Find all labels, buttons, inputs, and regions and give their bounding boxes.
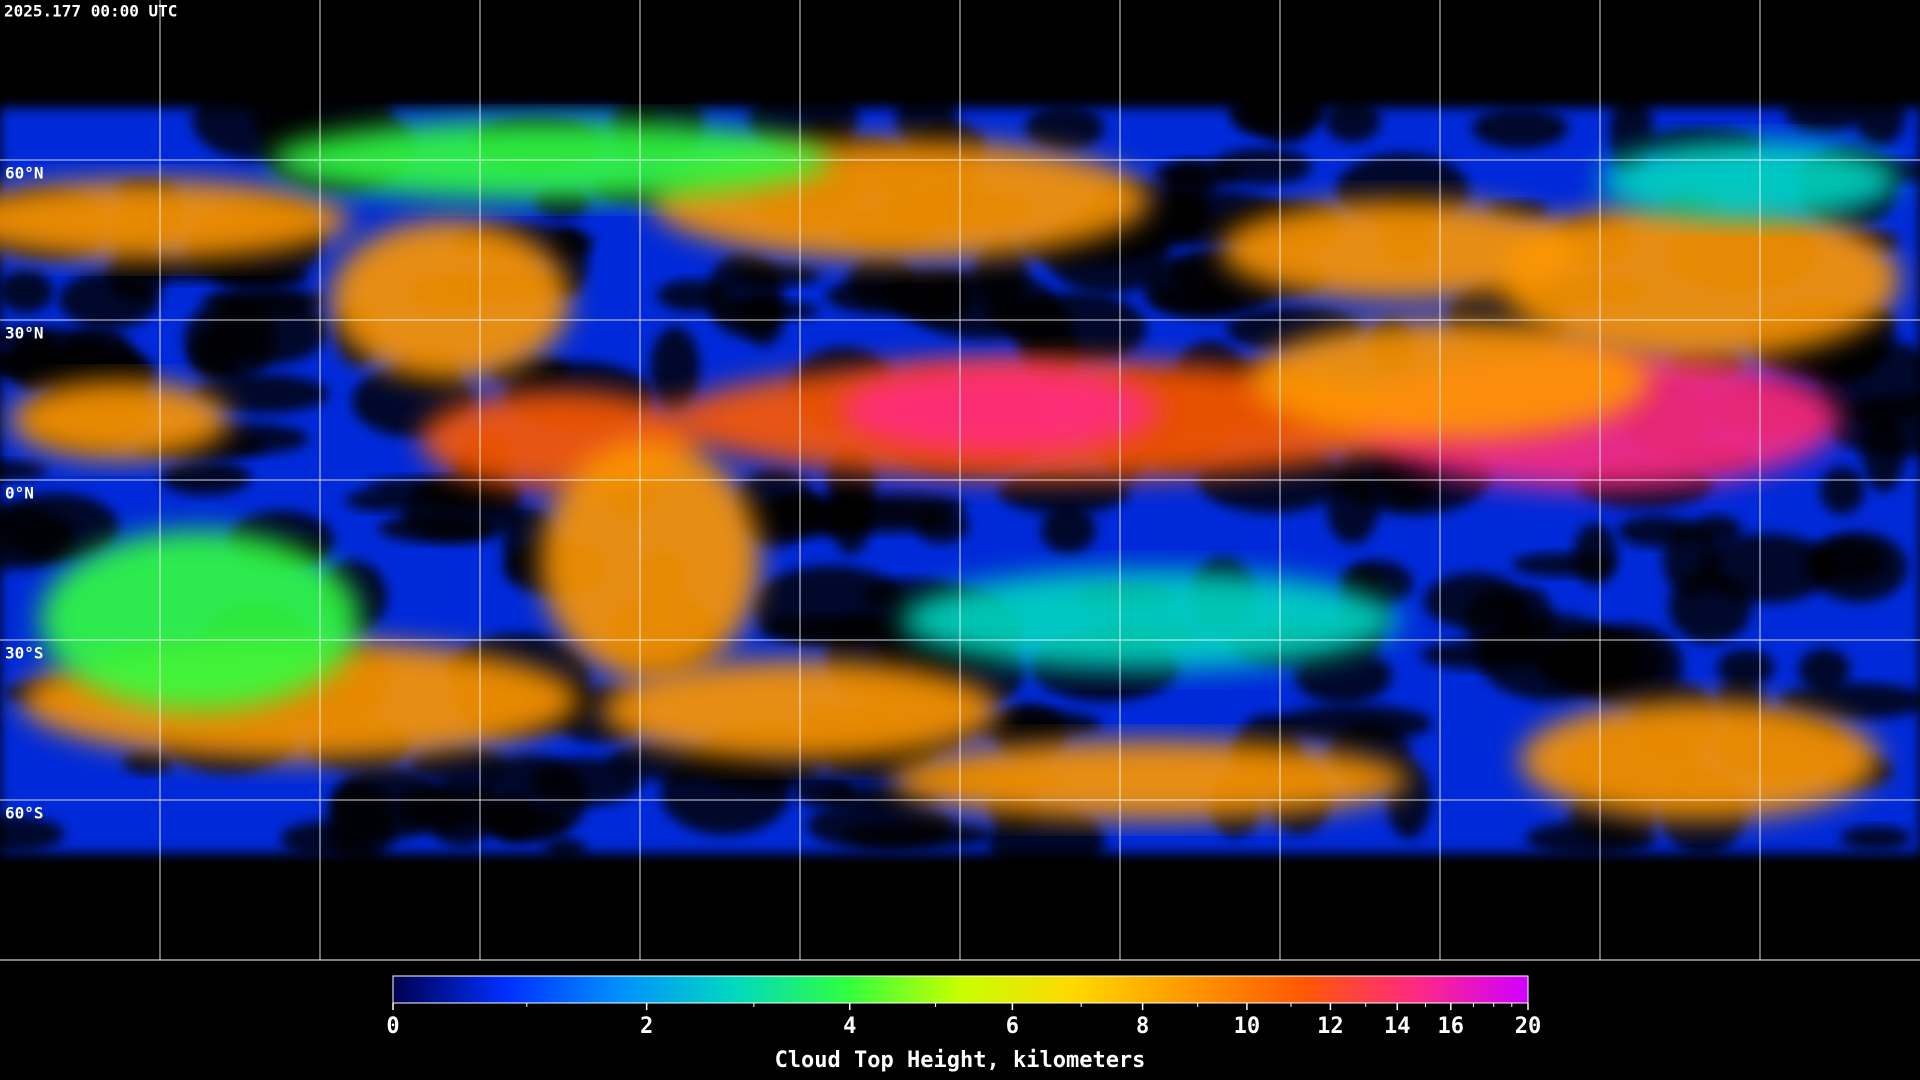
cloud-band	[1250, 320, 1650, 440]
cloud-patch	[0, 270, 54, 313]
cloud-patch	[191, 79, 322, 160]
cloud-band	[10, 380, 230, 460]
colorbar-tick-label: 8	[1136, 1014, 1149, 1039]
latitude-label: 60°S	[5, 804, 44, 823]
cloud-patch	[107, 246, 166, 302]
cloud-patch	[160, 459, 251, 496]
colorbar-tick-label: 0	[386, 1014, 399, 1039]
cloud-patch	[1778, 683, 1920, 720]
latitude-labels: 60°N 30°N 0°N 30°S 60°S	[5, 164, 44, 823]
cloud-band	[330, 220, 570, 380]
colorbar-tick-label: 2	[640, 1014, 653, 1039]
cloud-patch	[1573, 523, 1617, 586]
cloud-patch	[847, 255, 915, 306]
cloud-patch	[1809, 531, 1908, 603]
cloud-band	[0, 180, 350, 260]
colorbar-tick-label: 10	[1234, 1014, 1261, 1039]
cloud-patch	[123, 749, 174, 775]
cloud-band	[900, 570, 1400, 670]
cloud-patch	[202, 287, 326, 316]
cloud-patch	[1040, 506, 1096, 554]
cloud-patch	[0, 460, 48, 481]
cloud-patch	[1276, 704, 1433, 743]
cloud-patch	[1324, 99, 1381, 143]
cloud-band	[40, 530, 360, 710]
cloud-patch	[910, 269, 1057, 340]
cloud-patch	[1717, 648, 1775, 686]
colorbar-label: Cloud Top Height, kilometers	[775, 1048, 1146, 1073]
cloud-patch	[650, 326, 701, 412]
cloud-band	[890, 740, 1410, 820]
cloud-band	[1500, 200, 1900, 360]
cloud-patch	[1662, 523, 1720, 596]
cloud-patch	[0, 815, 65, 853]
cloud-band	[540, 440, 760, 680]
latitude-label: 0°N	[5, 484, 34, 503]
cloud-band	[1520, 700, 1880, 820]
cloud-patch	[193, 374, 329, 414]
graticule	[0, 0, 1920, 960]
cloud-patch	[1424, 572, 1525, 629]
cloud-patch	[1853, 81, 1906, 147]
cloud-patch	[1862, 411, 1905, 492]
cloud-patch	[757, 615, 890, 642]
cloud-patch	[475, 804, 569, 838]
cloud-patch	[330, 766, 442, 841]
colorbar-tick-label: 20	[1515, 1014, 1542, 1039]
colorbar-tick-label: 12	[1317, 1014, 1344, 1039]
latitude-label: 30°N	[5, 324, 44, 343]
colorbar	[392, 975, 1529, 1004]
cloud-patch	[1820, 467, 1865, 515]
cloud-patch	[895, 77, 956, 156]
cloud-patch	[1294, 648, 1392, 704]
latitude-label: 60°N	[5, 164, 44, 183]
cloud-patch	[1167, 198, 1212, 233]
colorbar-tick-label: 14	[1384, 1014, 1411, 1039]
cloud-band	[1220, 200, 1580, 300]
cloud-patch	[544, 838, 587, 860]
colorbar-ticks: 0 2 4 6 8 10 12 14 16 20	[386, 1003, 1541, 1039]
cloud-band	[840, 365, 1160, 455]
cloud-patch	[844, 492, 966, 520]
cloud-patch	[1228, 89, 1326, 136]
cloud-patch	[1798, 648, 1851, 691]
cloud-patch	[1471, 107, 1569, 149]
cloud-patch	[401, 483, 523, 542]
latitude-label: 30°S	[5, 644, 44, 663]
colorbar-tick-label: 6	[1006, 1014, 1019, 1039]
cloud-patch	[708, 300, 820, 321]
cloud-patch	[8, 333, 67, 390]
colorbar-tick-label: 16	[1438, 1014, 1465, 1039]
cloud-patch	[842, 820, 993, 849]
colorbar-tick-label: 4	[843, 1014, 856, 1039]
cloud-band	[1600, 140, 1900, 220]
cloud-patch	[0, 505, 76, 570]
timestamp: 2025.177 00:00 UTC	[4, 2, 177, 21]
cloud-patch	[1785, 90, 1863, 133]
cloud-patch	[829, 479, 872, 555]
cloud-patch	[1025, 105, 1105, 151]
cloud-patch	[1478, 613, 1629, 701]
cloud-patch	[657, 279, 727, 312]
cloud-patch	[1840, 825, 1912, 850]
